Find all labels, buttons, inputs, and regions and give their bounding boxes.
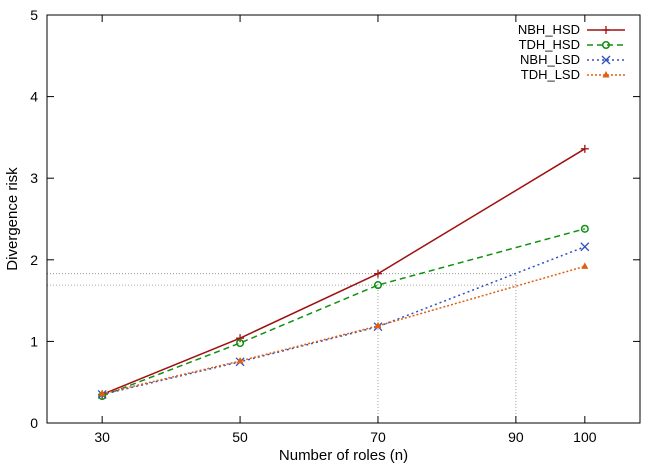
data-point-TDH_HSD bbox=[373, 281, 383, 290]
data-point-NBH_HSD bbox=[373, 269, 382, 278]
y-tick-label: 0 bbox=[30, 415, 38, 431]
x-tick-label: 70 bbox=[370, 429, 386, 445]
data-point-TDH_LSD bbox=[98, 389, 106, 397]
y-tick-label: 3 bbox=[30, 170, 38, 186]
series-line-TDH_HSD bbox=[101, 228, 586, 397]
triangle-marker bbox=[236, 356, 244, 364]
x-axis-label: Number of roles (n) bbox=[279, 447, 408, 464]
series-NBH_LSD bbox=[97, 242, 590, 399]
y-tick-label: 1 bbox=[30, 333, 38, 349]
x-tick-label: 30 bbox=[94, 429, 110, 445]
x-tick-label: 100 bbox=[573, 429, 597, 445]
legend-label: TDH_HSD bbox=[519, 37, 580, 52]
data-point-TDH_HSD bbox=[236, 338, 245, 348]
circle-marker bbox=[236, 338, 245, 348]
data-point-TDH_LSD bbox=[374, 321, 382, 329]
data-point-TDH_LSD bbox=[236, 356, 244, 364]
x-tick-label: 90 bbox=[508, 429, 524, 445]
series-line-NBH_LSD bbox=[101, 246, 586, 396]
cross-marker bbox=[601, 55, 611, 65]
data-point-NBH_LSD bbox=[580, 242, 590, 252]
y-tick-label: 2 bbox=[30, 252, 38, 268]
series-line-TDH_LSD bbox=[101, 265, 586, 395]
legend-item-TDH_LSD: TDH_LSD bbox=[521, 67, 625, 82]
triangle-marker bbox=[581, 262, 589, 269]
y-axis-label: Divergence risk bbox=[4, 167, 21, 271]
tick-layer: 0 1 2 3 4 5 30 50 70 90 100 bbox=[30, 7, 640, 445]
legend-label: TDH_LSD bbox=[521, 67, 580, 82]
y-tick-label: 4 bbox=[30, 89, 38, 105]
legend-item-NBH_LSD: NBH_LSD bbox=[520, 52, 625, 67]
triangle-marker bbox=[374, 321, 382, 329]
reference-lines bbox=[47, 273, 517, 423]
circle-marker bbox=[373, 281, 383, 290]
triangle-marker bbox=[98, 389, 106, 397]
series-TDH_LSD bbox=[98, 262, 589, 397]
data-point-NBH_HSD bbox=[580, 144, 589, 153]
plot-frame bbox=[46, 14, 641, 424]
legend-item-NBH_HSD: NBH_HSD bbox=[518, 22, 625, 37]
circle-marker bbox=[580, 224, 589, 233]
series-layer bbox=[97, 144, 590, 401]
triangle-marker bbox=[602, 71, 610, 78]
series-TDH_HSD bbox=[98, 224, 589, 401]
cross-marker bbox=[580, 242, 590, 252]
legend-label: NBH_HSD bbox=[518, 22, 580, 37]
data-point-TDH_LSD bbox=[581, 262, 589, 269]
x-tick-label: 50 bbox=[232, 429, 248, 445]
y-tick-label: 5 bbox=[30, 7, 38, 23]
data-point-TDH_HSD bbox=[580, 224, 589, 233]
data-point-NBH_HSD bbox=[236, 334, 245, 343]
legend-item-TDH_HSD: TDH_HSD bbox=[519, 37, 625, 52]
series-line-NBH_HSD bbox=[101, 148, 586, 396]
legend-label: NBH_LSD bbox=[520, 52, 580, 67]
circle-marker bbox=[601, 40, 611, 50]
series-NBH_HSD bbox=[98, 144, 589, 399]
